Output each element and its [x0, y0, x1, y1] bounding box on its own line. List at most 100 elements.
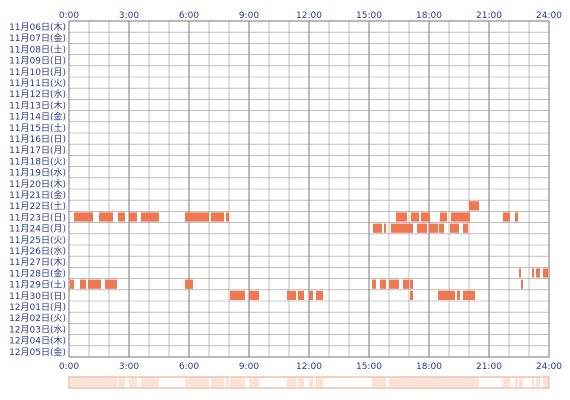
activity-bar	[185, 212, 209, 222]
day-label: 11月09日(日)	[9, 56, 66, 67]
summary-band-segment	[389, 378, 399, 387]
x-tick-label: 3:00	[119, 11, 139, 21]
summary-band-segment	[417, 378, 427, 387]
summary-band-segment	[88, 378, 101, 387]
summary-band-segment	[70, 378, 74, 387]
activity-bar	[410, 279, 413, 289]
activity-bar	[521, 279, 523, 289]
summary-band-segment	[105, 378, 117, 387]
summary-band-segment	[230, 378, 245, 387]
activity-bar	[439, 223, 444, 233]
summary-band-segment	[438, 378, 455, 387]
summary-band-segment	[410, 378, 413, 387]
day-label: 11月08日(土)	[9, 43, 66, 55]
x-tick-label-bottom: 0:00	[59, 362, 79, 372]
summary-band-segment	[185, 378, 193, 387]
activity-bar	[129, 212, 137, 222]
activity-bar	[440, 212, 447, 222]
x-tick-label: 12:00	[296, 11, 322, 21]
summary-band-segment	[211, 378, 224, 387]
day-label: 11月17日(月)	[9, 145, 66, 156]
activity-bar	[463, 290, 475, 300]
day-label: 11月21日(金)	[9, 189, 66, 201]
summary-band-segment	[519, 378, 521, 387]
x-tick-label: 18:00	[416, 11, 442, 21]
day-label: 12月05日(金)	[9, 346, 66, 358]
summary-band-segment	[80, 378, 86, 387]
activity-bar	[438, 290, 455, 300]
activity-bar	[185, 279, 193, 289]
day-label: 11月27日(木)	[9, 256, 66, 268]
summary-band-segment	[118, 378, 125, 387]
activity-bar	[226, 212, 229, 222]
day-labels: 11月06日(木)11月07日(金)11月08日(土)11月09日(日) 11月1…	[9, 21, 66, 358]
day-label: 12月01日(月)	[9, 302, 66, 313]
activity-bar	[536, 268, 540, 278]
x-tick-label-bottom: 9:00	[239, 362, 259, 372]
activity-bar	[380, 279, 386, 289]
x-tick-label: 24:00	[536, 11, 562, 21]
summary-band-segment	[463, 378, 475, 387]
activity-bar	[411, 212, 419, 222]
summary-band-segment	[316, 378, 323, 387]
plot-border	[68, 20, 550, 358]
activity-bar	[373, 223, 382, 233]
activity-bar	[70, 279, 74, 289]
activity-bar	[403, 279, 409, 289]
x-tick-label-bottom: 3:00	[119, 362, 139, 372]
day-label: 11月20日(木)	[9, 178, 66, 190]
activity-bars	[70, 201, 548, 300]
day-label: 12月04日(木)	[9, 335, 66, 347]
summary-band-segment	[372, 378, 376, 387]
summary-band-segment	[429, 378, 438, 387]
summary-band-segment	[309, 378, 313, 387]
activity-bar	[384, 223, 386, 233]
summary-band-segment	[515, 378, 518, 387]
day-label: 11月06日(木)	[9, 21, 66, 33]
summary-band-segment	[287, 378, 296, 387]
day-label: 12月03日(水)	[9, 323, 66, 335]
day-label: 11月25日(火)	[9, 235, 66, 246]
x-tick-label-bottom: 18:00	[416, 362, 442, 372]
day-label: 11月07日(金)	[9, 32, 66, 44]
day-label: 11月13日(木)	[9, 99, 66, 111]
x-tick-label: 6:00	[179, 11, 199, 21]
activity-bar	[298, 290, 304, 300]
day-label: 11月14日(金)	[9, 111, 66, 123]
x-tick-label: 15:00	[356, 11, 382, 21]
activity-bar	[410, 290, 413, 300]
activity-bar	[230, 290, 245, 300]
day-label: 11月11日(火)	[9, 78, 66, 89]
summary-band-segment	[141, 378, 159, 387]
day-label: 11月16日(日)	[9, 134, 66, 145]
x-tick-label: 0:00	[59, 11, 79, 21]
activity-bar	[389, 279, 399, 289]
activity-bar	[391, 223, 413, 233]
activity-bar	[417, 223, 427, 233]
activity-bar	[463, 223, 468, 233]
summary-band-segment	[503, 378, 510, 387]
activity-bar	[74, 212, 93, 222]
activity-bar	[421, 212, 430, 222]
summary-band-segment	[298, 378, 304, 387]
activity-bar	[316, 290, 323, 300]
day-label: 11月24日(月)	[9, 224, 66, 235]
summary-band-segment	[457, 378, 460, 387]
activity-bar	[543, 268, 548, 278]
x-tick-label-bottom: 12:00	[296, 362, 322, 372]
day-label: 12月02日(火)	[9, 313, 66, 324]
summary-band-segment	[521, 378, 523, 387]
x-tick-label-bottom: 15:00	[356, 362, 382, 372]
day-label: 11月19日(水)	[9, 167, 66, 179]
day-label: 11月28日(金)	[9, 267, 66, 279]
activity-bar	[88, 279, 101, 289]
activity-bar	[249, 290, 259, 300]
x-tick-label-bottom: 6:00	[179, 362, 199, 372]
activity-bar	[532, 268, 534, 278]
activity-bar	[211, 212, 224, 222]
summary-band-segment	[532, 378, 534, 387]
activity-bar	[451, 212, 470, 222]
activity-bar	[372, 279, 376, 289]
activity-bar	[469, 201, 479, 211]
day-label: 11月23日(日)	[9, 212, 66, 223]
